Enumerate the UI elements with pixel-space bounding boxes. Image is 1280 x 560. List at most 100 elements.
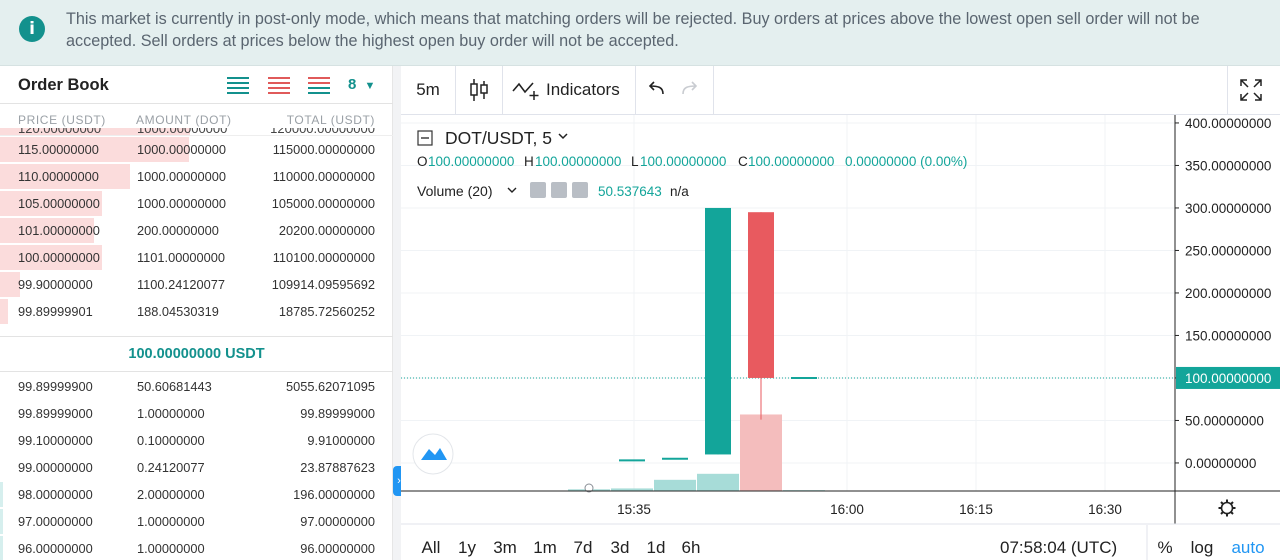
ask-price: 115.00000000 [18,142,99,157]
volume-bar [611,488,653,491]
interval-button[interactable]: 5m [416,80,440,99]
ask-row[interactable]: 105.00000000 1000.00000000 105000.00000000 [0,190,393,217]
view-both-icon[interactable] [227,77,249,95]
ask-row[interactable]: 100.00000000 1101.00000000 110100.00000000 [0,244,393,271]
ask-amount: 1000.00000000 [137,196,226,211]
ask-price: 110.00000000 [18,169,99,184]
y-tick-label: 150.00000000 [1185,328,1271,343]
range-3m[interactable]: 3m [493,538,517,557]
depth-value: 8 [348,76,357,93]
settings-gear-icon[interactable] [1218,499,1236,517]
col-price: PRICE (USDT) [18,113,106,127]
ask-amount: 1101.00000000 [137,250,226,265]
volume-chevron-icon[interactable] [507,187,517,193]
symbol-chevron-icon[interactable] [558,133,568,140]
volume-legend-label: Volume (20) [417,183,492,199]
bid-amount: 1.00000000 [137,406,205,421]
mid-price: 100.00000000 USDT [0,336,393,372]
ask-row[interactable]: 101.00000000 200.00000000 20200.00000000 [0,217,393,244]
ask-price: 101.00000000 [18,223,100,238]
ask-row[interactable]: 99.90000000 1100.24120077 109914.09595692 [0,271,393,298]
range-1m[interactable]: 1m [533,538,557,557]
eye-icon[interactable] [530,182,546,198]
bid-depth-bar [0,536,3,560]
close-icon[interactable] [572,182,588,198]
view-bids-icon[interactable] [308,77,330,95]
bid-row[interactable]: 99.89999900 50.60681443 5055.62071095 [0,373,393,400]
ask-depth-bar [0,218,95,243]
bid-row[interactable]: 98.00000000 2.00000000 196.00000000 [0,481,393,508]
indicators-button[interactable]: Indicators [503,66,635,114]
info-icon: i [19,16,45,42]
bid-price: 97.00000000 [18,514,93,529]
x-tick-label: 16:00 [830,502,864,517]
y-tick-label: 300.00000000 [1185,201,1271,216]
bid-total: 23.87887623 [300,460,375,475]
bid-depth-bar [0,482,3,507]
partial-ask-row: 120.00000000 1000.00000000 120000.000000… [0,128,393,136]
ask-price: 99.90000000 [18,277,93,292]
candlestick-icon[interactable] [456,66,502,114]
ask-amount: 200.00000000 [137,223,219,238]
ask-amount: 1000.00000000 [137,169,226,184]
ask-row[interactable]: 110.00000000 1000.00000000 110000.00000000 [0,163,393,190]
log-scale-button[interactable]: log [1191,538,1214,557]
bid-amount: 50.60681443 [137,379,212,394]
order-book-title: Order Book [18,76,109,94]
price-chart[interactable]: 400.00000000 350.00000000 300.00000000 250.… [401,115,1280,560]
ohlc-l: 100.00000000 [640,154,726,169]
ask-depth-bar [0,164,130,189]
banner-message: This market is currently in post-only mo… [66,10,1200,50]
volume-bar [740,414,782,491]
bid-row[interactable]: 99.89999000 1.00000000 99.89999000 [0,400,393,427]
fullscreen-icon[interactable] [1228,66,1274,114]
range-1y[interactable]: 1y [458,538,476,557]
bid-row[interactable]: 99.10000000 0.10000000 9.91000000 [0,427,393,454]
depth-select[interactable]: 8 ▼ [348,76,375,93]
bid-row[interactable]: 99.00000000 0.24120077 23.87887623 [0,454,393,481]
volume-bar [654,479,696,491]
ask-total: 115000.00000000 [272,142,375,157]
ohlc-l-label: L [631,154,639,169]
bid-amount: 0.24120077 [137,460,205,475]
volume-value: 50.537643 [598,184,662,199]
bid-total: 99.89999000 [300,406,375,421]
ask-price: 100.00000000 [18,250,100,265]
x-tick-label: 16:30 [1088,502,1122,517]
chart-toolbar: 5m Indicators [401,66,1280,115]
panel-divider[interactable] [393,66,401,560]
view-asks-icon[interactable] [268,77,290,95]
redo-icon[interactable] [677,66,703,114]
y-tick-label: 50.00000000 [1185,413,1264,428]
range-1d[interactable]: 1d [647,538,666,557]
ask-row[interactable]: 115.00000000 1000.00000000 115000.00000000 [0,136,393,163]
gear-icon[interactable] [551,182,567,198]
percent-scale-button[interactable]: % [1157,538,1172,557]
ask-total: 105000.00000000 [271,196,375,211]
range-3d[interactable]: 3d [611,538,630,557]
ask-depth-bar [0,245,103,270]
logo-mark [421,448,447,460]
bid-price: 99.89999000 [18,406,93,421]
ask-depth-bar [0,137,189,162]
indicators-label: Indicators [546,80,620,99]
range-All[interactable]: All [422,538,441,557]
ask-row[interactable]: 99.89999901 188.04530319 18785.72560252 [0,298,393,325]
bid-total: 5055.62071095 [286,379,375,394]
order-book-header: Order Book 8 ▼ [0,66,393,104]
bid-depth-bar [0,509,3,534]
symbol-title: DOT/USDT, 5 [445,128,552,148]
candle-body [705,207,731,455]
range-6h[interactable]: 6h [682,538,701,557]
order-book-columns: PRICE (USDT) AMOUNT (DOT) TOTAL (USDT) [0,110,393,128]
y-tick-label: 0.00000000 [1185,456,1256,471]
bid-row[interactable]: 96.00000000 1.00000000 96.00000000 [0,535,393,560]
bid-price: 99.00000000 [18,460,93,475]
undo-icon[interactable] [643,66,669,114]
bid-row[interactable]: 97.00000000 1.00000000 97.00000000 [0,508,393,535]
ohlc-change: 0.00000000 (0.00%) [845,154,967,169]
y-tick-label: 400.00000000 [1185,116,1271,131]
range-7d[interactable]: 7d [574,538,593,557]
auto-scale-button[interactable]: auto [1231,538,1264,557]
chevron-down-icon: ▼ [364,80,376,92]
